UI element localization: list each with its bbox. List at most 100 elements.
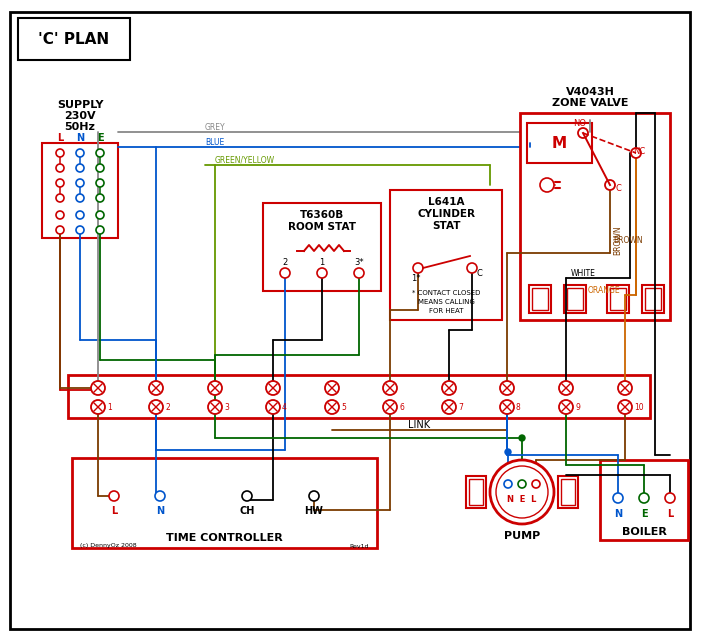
Circle shape: [504, 480, 512, 488]
Circle shape: [56, 226, 64, 234]
FancyBboxPatch shape: [645, 288, 661, 310]
Text: TIME CONTROLLER: TIME CONTROLLER: [166, 533, 283, 543]
Text: (c) DennyOz 2008: (c) DennyOz 2008: [80, 544, 137, 549]
FancyBboxPatch shape: [561, 479, 575, 505]
Circle shape: [505, 449, 511, 455]
FancyBboxPatch shape: [469, 479, 483, 505]
Text: LINK: LINK: [408, 420, 430, 430]
Circle shape: [96, 179, 104, 187]
Circle shape: [96, 149, 104, 157]
Circle shape: [242, 491, 252, 501]
Circle shape: [56, 149, 64, 157]
Circle shape: [500, 400, 514, 414]
Text: SUPPLY: SUPPLY: [57, 100, 103, 110]
Text: L: L: [57, 133, 63, 143]
Text: BROWN: BROWN: [613, 235, 642, 244]
Text: * CONTACT CLOSED: * CONTACT CLOSED: [412, 290, 480, 296]
Circle shape: [540, 178, 554, 192]
Text: BOILER: BOILER: [621, 527, 666, 537]
Circle shape: [76, 194, 84, 202]
Text: 1*: 1*: [411, 274, 420, 283]
Circle shape: [559, 400, 573, 414]
Text: WHITE: WHITE: [571, 269, 596, 278]
Circle shape: [519, 435, 525, 441]
Text: HW: HW: [305, 506, 324, 516]
Text: 6: 6: [399, 403, 404, 412]
Text: 5: 5: [341, 403, 346, 412]
Circle shape: [442, 381, 456, 395]
Circle shape: [442, 400, 456, 414]
Circle shape: [354, 268, 364, 278]
Circle shape: [56, 164, 64, 172]
Circle shape: [91, 400, 105, 414]
Text: 50Hz: 50Hz: [65, 122, 95, 132]
Circle shape: [96, 194, 104, 202]
Circle shape: [56, 194, 64, 202]
Circle shape: [413, 263, 423, 273]
Text: BLUE: BLUE: [205, 138, 224, 147]
Circle shape: [639, 493, 649, 503]
Text: C: C: [476, 269, 482, 278]
Circle shape: [76, 164, 84, 172]
Text: ZONE VALVE: ZONE VALVE: [552, 98, 628, 108]
Circle shape: [91, 381, 105, 395]
Text: N: N: [76, 133, 84, 143]
Text: 8: 8: [516, 403, 521, 412]
FancyBboxPatch shape: [564, 285, 586, 313]
Text: M: M: [552, 135, 567, 151]
FancyBboxPatch shape: [567, 288, 583, 310]
Text: E: E: [641, 509, 647, 519]
Circle shape: [532, 480, 540, 488]
Text: 4: 4: [282, 403, 287, 412]
Text: BROWN: BROWN: [613, 225, 622, 255]
Circle shape: [631, 148, 641, 158]
Circle shape: [76, 179, 84, 187]
Text: 2: 2: [282, 258, 288, 267]
Text: N: N: [156, 506, 164, 516]
Circle shape: [317, 268, 327, 278]
FancyBboxPatch shape: [642, 285, 664, 313]
Circle shape: [280, 268, 290, 278]
Circle shape: [149, 400, 163, 414]
Circle shape: [208, 381, 222, 395]
Text: FOR HEAT: FOR HEAT: [429, 308, 463, 314]
FancyBboxPatch shape: [529, 285, 551, 313]
FancyBboxPatch shape: [466, 476, 486, 508]
Text: 230V: 230V: [64, 111, 95, 121]
Circle shape: [605, 180, 615, 190]
Circle shape: [155, 491, 165, 501]
Text: 1: 1: [319, 258, 324, 267]
Text: PUMP: PUMP: [504, 531, 540, 541]
Circle shape: [56, 211, 64, 219]
Text: V4043H: V4043H: [566, 87, 614, 97]
FancyBboxPatch shape: [520, 113, 670, 320]
Text: E: E: [97, 133, 103, 143]
Text: ORANGE: ORANGE: [588, 285, 620, 294]
Text: NO: NO: [574, 119, 586, 128]
Circle shape: [618, 381, 632, 395]
Text: NC: NC: [633, 147, 645, 156]
Text: CYLINDER: CYLINDER: [417, 209, 475, 219]
Text: N  E  L: N E L: [508, 495, 537, 504]
Circle shape: [325, 381, 339, 395]
Circle shape: [76, 226, 84, 234]
Circle shape: [467, 263, 477, 273]
Text: ROOM STAT: ROOM STAT: [288, 222, 356, 232]
Text: GREY: GREY: [205, 122, 225, 131]
FancyBboxPatch shape: [607, 285, 629, 313]
Circle shape: [383, 381, 397, 395]
Circle shape: [496, 466, 548, 518]
Text: N: N: [614, 509, 622, 519]
Circle shape: [266, 381, 280, 395]
Circle shape: [500, 381, 514, 395]
Text: Rev1d: Rev1d: [350, 544, 369, 549]
Circle shape: [96, 164, 104, 172]
FancyBboxPatch shape: [263, 203, 381, 291]
Circle shape: [309, 491, 319, 501]
Text: C: C: [615, 183, 621, 192]
Text: L: L: [667, 509, 673, 519]
Circle shape: [76, 149, 84, 157]
Text: L641A: L641A: [428, 197, 464, 207]
Text: 1: 1: [107, 403, 112, 412]
Circle shape: [578, 128, 588, 138]
